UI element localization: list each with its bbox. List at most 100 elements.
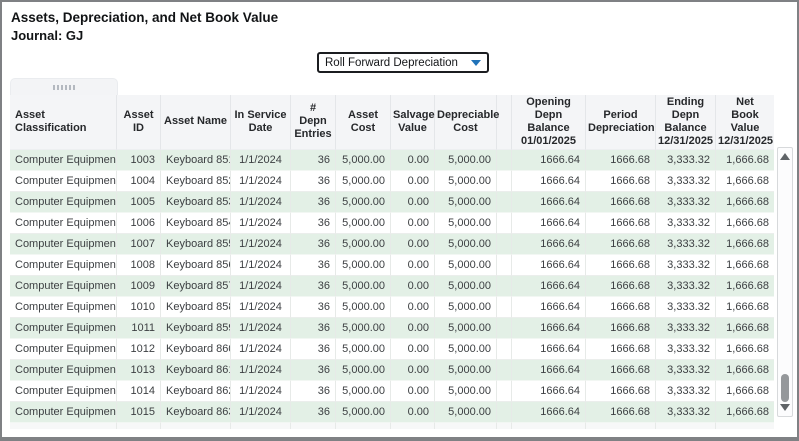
table-cell: Computer Equipment: [10, 275, 117, 297]
table-cell: 5,000.00: [435, 233, 497, 255]
table-cell: 0.00: [391, 149, 435, 171]
table-cell: 5,000.00: [336, 380, 391, 402]
table-cell: 0.00: [391, 317, 435, 339]
table-cell: 1,666.68: [716, 254, 774, 276]
scroll-down-icon[interactable]: [780, 404, 790, 411]
table-cell: 3,333.32: [656, 338, 716, 360]
table-cell: 1666.64: [512, 170, 586, 192]
table-cell: 5,000.00: [435, 359, 497, 381]
table-cell: 5,000.00: [336, 149, 391, 171]
table-cell: 1/1/2024: [231, 401, 291, 423]
report-type-dropdown[interactable]: Roll Forward Depreciation: [317, 52, 489, 73]
partial-cell: [231, 422, 291, 429]
spacer-cell: [497, 359, 512, 381]
table-cell: Computer Equipment: [10, 359, 117, 381]
table-cell: 1666.68: [586, 338, 656, 360]
partial-next-row: [10, 422, 774, 429]
table-cell: 0.00: [391, 380, 435, 402]
table-cell: 3,333.32: [656, 233, 716, 255]
table-cell: 5,000.00: [435, 317, 497, 339]
table-cell: 36: [291, 149, 336, 171]
table-cell: 5,000.00: [336, 275, 391, 297]
table-cell: 1666.64: [512, 401, 586, 423]
column-header: # Depn Entries: [291, 95, 336, 150]
table-cell: 1/1/2024: [231, 170, 291, 192]
chevron-down-icon[interactable]: [471, 59, 481, 66]
table-cell: 1666.68: [586, 380, 656, 402]
spacer-cell: [497, 338, 512, 360]
table-cell: 1,666.68: [716, 317, 774, 339]
table-cell: Keyboard 860: [161, 338, 231, 360]
table-cell: 1,666.68: [716, 338, 774, 360]
spacer-cell: [497, 233, 512, 255]
table-cell: 5,000.00: [435, 338, 497, 360]
table-cell: 1,666.68: [716, 296, 774, 318]
table-cell: 0.00: [391, 191, 435, 213]
table-cell: 3,333.32: [656, 296, 716, 318]
spacer-cell: [497, 317, 512, 339]
scroll-up-icon[interactable]: [780, 153, 790, 160]
partial-cell: [716, 422, 774, 429]
table-row: Computer Equipment 1006 Keyboard 854 1/1/20…: [10, 212, 774, 234]
table-cell: 1666.64: [512, 149, 586, 171]
table-cell: Keyboard 862: [161, 380, 231, 402]
table-cell: 5,000.00: [435, 149, 497, 171]
column-header: Salvage Value: [391, 95, 435, 150]
table-cell: 1009: [117, 275, 161, 297]
table-cell: 36: [291, 317, 336, 339]
table-cell: 1666.64: [512, 233, 586, 255]
table-cell: 3,333.32: [656, 170, 716, 192]
table-cell: Keyboard 854: [161, 212, 231, 234]
table-cell: Keyboard 856: [161, 254, 231, 276]
table-cell: 0.00: [391, 254, 435, 276]
table-row: Computer Equipment 1004 Keyboard 852 1/1/20…: [10, 170, 774, 192]
table-row: Computer Equipment 1013 Keyboard 861 1/1/20…: [10, 359, 774, 381]
table-cell: 1666.64: [512, 380, 586, 402]
table-cell: 5,000.00: [435, 401, 497, 423]
table-cell: 3,333.32: [656, 380, 716, 402]
spacer-cell: [497, 191, 512, 213]
column-header: Ending Depn Balance 12/31/2025: [656, 95, 716, 150]
table-cell: 36: [291, 401, 336, 423]
dropdown-selected-value: Roll Forward Depreciation: [325, 56, 458, 69]
table-cell: 5,000.00: [336, 254, 391, 276]
table-cell: 1/1/2024: [231, 317, 291, 339]
vertical-scrollbar[interactable]: [777, 147, 793, 417]
partial-cell: [117, 422, 161, 429]
column-header: Period Depreciation: [586, 95, 656, 150]
column-header-spacer: [497, 95, 512, 150]
table-cell: Computer Equipment: [10, 170, 117, 192]
table-cell: 1006: [117, 212, 161, 234]
table-cell: 36: [291, 170, 336, 192]
column-header: Asset ID: [117, 95, 161, 150]
table-cell: 1666.64: [512, 338, 586, 360]
table-cell: 1/1/2024: [231, 338, 291, 360]
table-cell: 1666.68: [586, 149, 656, 171]
table-cell: 1,666.68: [716, 380, 774, 402]
table-cell: 1/1/2024: [231, 275, 291, 297]
table-cell: Keyboard 863: [161, 401, 231, 423]
table-cell: 5,000.00: [336, 233, 391, 255]
table-drag-tab[interactable]: [10, 78, 118, 95]
column-header: Asset Cost: [336, 95, 391, 150]
table-cell: 1012: [117, 338, 161, 360]
scrollbar-thumb[interactable]: [781, 374, 789, 402]
table-cell: 1666.64: [512, 191, 586, 213]
table-cell: 36: [291, 380, 336, 402]
table-cell: Keyboard 855: [161, 233, 231, 255]
partial-cell: [336, 422, 391, 429]
table-cell: 1666.64: [512, 212, 586, 234]
table-cell: 1666.68: [586, 254, 656, 276]
table-cell: 1666.68: [586, 359, 656, 381]
spacer-cell: [497, 380, 512, 402]
partial-cell: [497, 422, 512, 429]
table-cell: 1/1/2024: [231, 149, 291, 171]
table-cell: 5,000.00: [336, 359, 391, 381]
table-cell: 1015: [117, 401, 161, 423]
column-header: Asset Name: [161, 95, 231, 150]
table-cell: Keyboard 852: [161, 170, 231, 192]
table-cell: Keyboard 853: [161, 191, 231, 213]
column-header: Asset Classification: [10, 95, 117, 150]
spacer-cell: [497, 296, 512, 318]
